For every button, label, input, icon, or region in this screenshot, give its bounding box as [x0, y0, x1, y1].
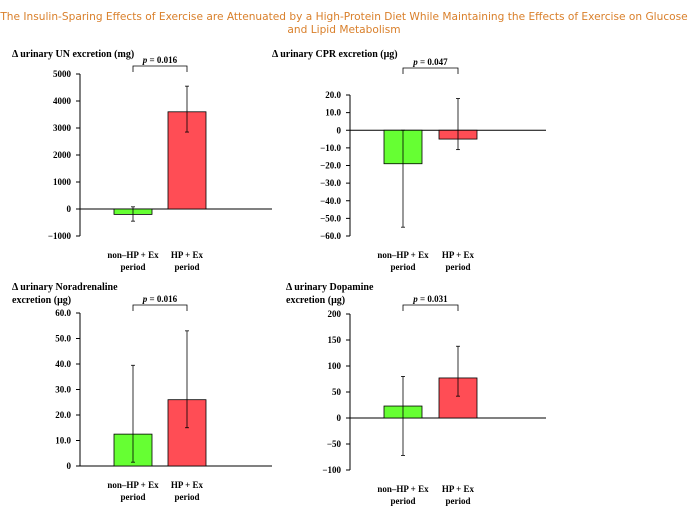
y-tick-label: −100 — [322, 465, 341, 475]
panel-title-line: Δ urinary CPR excretion (μg) — [272, 49, 398, 60]
panel-title-line: excretion (μg) — [286, 295, 345, 306]
y-tick-label: 0 — [67, 204, 72, 214]
p-value-label: p = 0.047 — [412, 57, 448, 67]
p-value-label: p = 0.031 — [412, 294, 448, 304]
y-tick-label: 5000 — [53, 69, 72, 79]
y-tick-label: −50 — [327, 439, 342, 449]
category-label: period — [174, 492, 199, 502]
y-tick-label: 4000 — [53, 96, 72, 106]
y-tick-label: 1000 — [53, 177, 72, 187]
y-tick-label: 50 — [332, 387, 342, 397]
category-label: period — [120, 262, 145, 272]
panel-title-line: Δ urinary Dopamine — [286, 282, 374, 293]
category-label: non–HP + Ex — [377, 484, 429, 494]
page-title-line-1: The Insulin-Sparing Effects of Exercise … — [0, 11, 688, 23]
significance-bracket — [132, 65, 188, 72]
y-tick-label: 20.0 — [325, 90, 341, 100]
significance-bracket — [402, 304, 459, 311]
significance-bracket — [132, 304, 188, 311]
panel-title-line: excretion (μg) — [12, 295, 71, 306]
y-tick-label: 0 — [337, 125, 342, 135]
y-tick-label: 0 — [67, 461, 72, 471]
y-tick-label: 20.0 — [55, 410, 71, 420]
y-tick-label: −60.0 — [320, 231, 341, 241]
y-tick-label: −40.0 — [320, 196, 341, 206]
y-tick-label: 30.0 — [55, 385, 71, 395]
category-label: period — [120, 492, 145, 502]
category-label: period — [445, 262, 470, 272]
category-label: period — [390, 262, 415, 272]
y-tick-label: −50.0 — [320, 213, 341, 223]
y-tick-label: −10.0 — [320, 143, 341, 153]
page-title-line-2: and Lipid Metabolism — [287, 24, 401, 36]
y-tick-label: 60.0 — [55, 308, 71, 318]
y-tick-label: 200 — [328, 309, 342, 319]
p-value-label: p = 0.016 — [142, 294, 178, 304]
y-tick-label: −30.0 — [320, 178, 341, 188]
category-label: non–HP + Ex — [107, 250, 159, 260]
category-label: period — [445, 496, 470, 506]
category-label: HP + Ex — [442, 250, 475, 260]
y-tick-label: 50.0 — [55, 334, 71, 344]
p-value-label: p = 0.016 — [142, 55, 178, 65]
panel-title-line: Δ urinary UN excretion (mg) — [12, 49, 134, 60]
category-label: HP + Ex — [171, 250, 204, 260]
y-tick-label: 10.0 — [325, 108, 341, 118]
y-tick-label: 10.0 — [55, 436, 71, 446]
y-tick-label: −20.0 — [320, 161, 341, 171]
y-tick-label: 2000 — [53, 150, 72, 160]
y-tick-label: −1000 — [48, 231, 72, 241]
y-tick-label: 100 — [328, 361, 342, 371]
y-tick-label: 40.0 — [55, 359, 71, 369]
category-label: period — [174, 262, 199, 272]
y-tick-label: 3000 — [53, 123, 72, 133]
category-label: period — [390, 496, 415, 506]
panel-title-line: Δ urinary Noradrenaline — [12, 282, 118, 293]
significance-bracket — [402, 67, 459, 74]
category-label: non–HP + Ex — [377, 250, 429, 260]
y-tick-label: 0 — [337, 413, 342, 423]
y-tick-label: 150 — [328, 335, 342, 345]
category-label: HP + Ex — [171, 480, 204, 490]
category-label: non–HP + Ex — [107, 480, 159, 490]
page-title: The Insulin-Sparing Effects of Exercise … — [0, 11, 688, 37]
category-label: HP + Ex — [442, 484, 475, 494]
